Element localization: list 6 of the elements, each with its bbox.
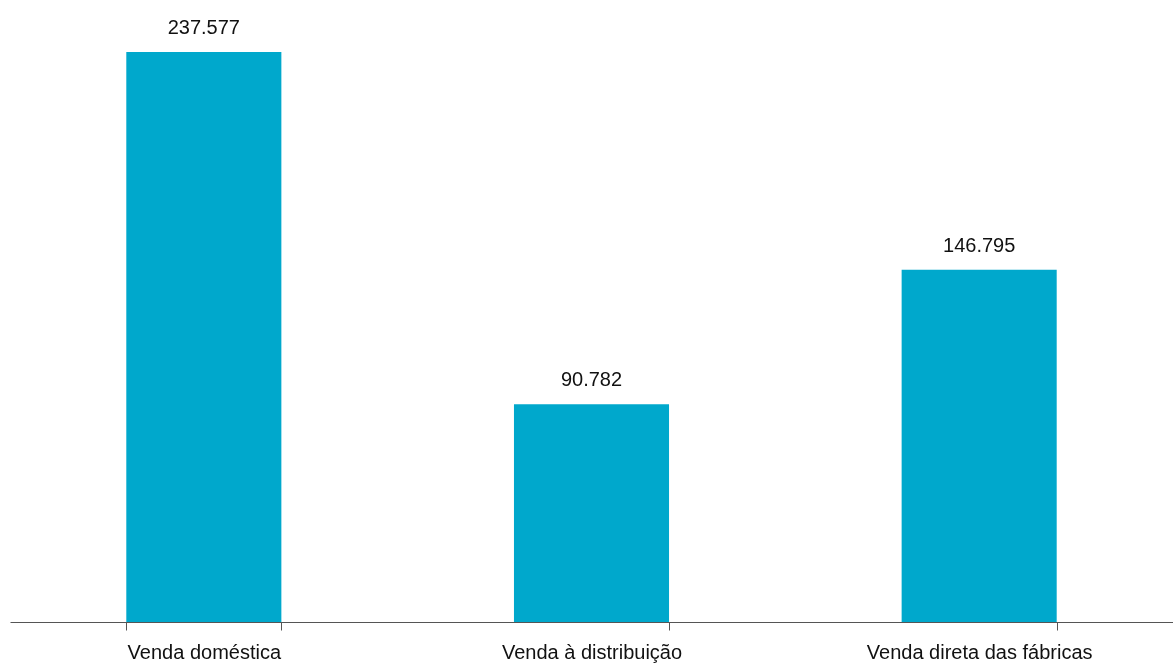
- x-tick-label: Venda à distribuição: [501, 640, 683, 663]
- x-tick-label: Venda doméstica: [127, 640, 282, 663]
- data-label: 90.782: [560, 368, 623, 391]
- x-tick-label: Venda direta das fábricas: [866, 640, 1093, 663]
- data-label: 146.795: [943, 233, 1016, 256]
- data-label: 237.577: [167, 16, 240, 38]
